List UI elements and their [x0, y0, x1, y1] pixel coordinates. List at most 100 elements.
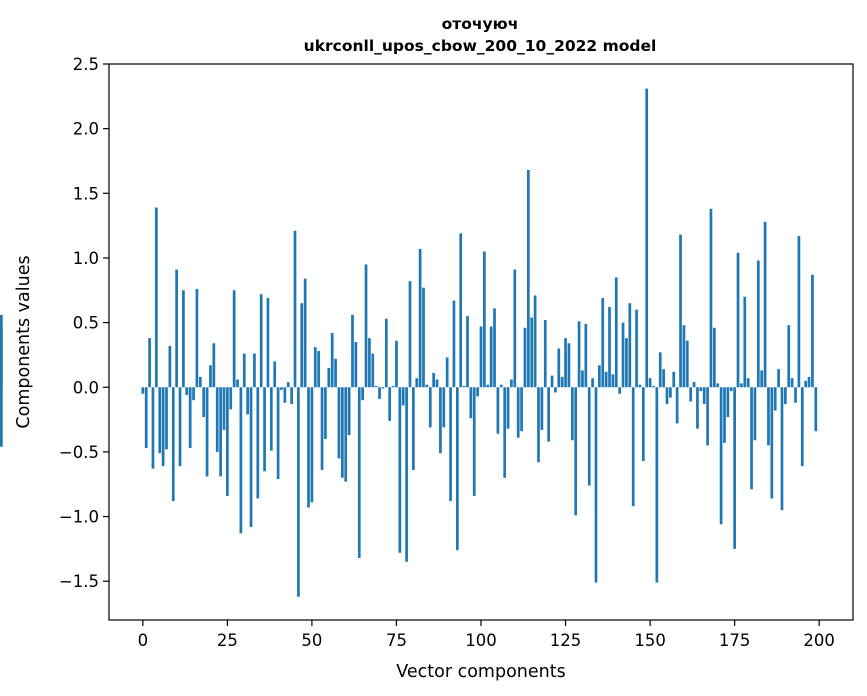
bar-166 — [702, 387, 706, 405]
y-tick-label: −0.5 — [59, 443, 99, 462]
y-axis-label: Components values — [14, 255, 34, 428]
bar-84 — [425, 384, 429, 388]
bar-46 — [297, 387, 300, 597]
bar-62 — [351, 314, 354, 388]
bar-83 — [422, 287, 425, 388]
bar-72 — [384, 318, 388, 388]
bar-193 — [794, 387, 797, 403]
bar-161 — [685, 340, 689, 388]
bar-96 — [466, 316, 469, 388]
y-tick-label: 0.0 — [73, 378, 99, 397]
bar-5 — [158, 387, 162, 454]
bar-198 — [811, 274, 814, 388]
bar-51 — [313, 347, 317, 388]
bar-195 — [800, 387, 804, 467]
bar-58 — [337, 387, 341, 459]
bar-167 — [706, 387, 709, 446]
bar-135 — [598, 365, 601, 388]
bar-undefined — [0, 314, 3, 388]
bar-160 — [682, 325, 686, 388]
bar-120 — [547, 387, 550, 442]
bar-150 — [648, 378, 652, 388]
bar-190 — [784, 387, 787, 405]
bar-73 — [388, 387, 392, 421]
bar-13 — [185, 387, 189, 396]
bar-42 — [283, 387, 287, 403]
bar-156 — [669, 387, 672, 398]
bar-138 — [608, 307, 611, 388]
bar-90 — [445, 357, 449, 388]
x-tick-label: 200 — [803, 631, 835, 650]
bar-116 — [533, 295, 537, 388]
bar-61 — [347, 387, 351, 436]
bar-92 — [452, 300, 456, 388]
bar-57 — [334, 358, 337, 388]
bar-87 — [435, 379, 439, 388]
bar-43 — [286, 382, 290, 388]
bar-126 — [567, 343, 571, 388]
bar-91 — [449, 387, 452, 502]
bar-60 — [344, 387, 348, 482]
x-tick-label: 175 — [719, 631, 751, 650]
y-tick-label: 0.5 — [73, 314, 99, 333]
bar-49 — [307, 387, 310, 508]
x-tick-label: 125 — [550, 631, 582, 650]
bar-9 — [171, 387, 175, 502]
bar-55 — [327, 367, 331, 388]
bar-56 — [330, 332, 334, 388]
bar-147 — [638, 384, 642, 388]
bar-189 — [780, 387, 784, 511]
bar-27 — [232, 290, 236, 388]
bar-37 — [266, 298, 270, 388]
bar-71 — [381, 387, 385, 389]
bar-110 — [513, 269, 517, 388]
bar-122 — [554, 387, 557, 393]
bar-34 — [256, 387, 260, 499]
bar-133 — [591, 378, 594, 388]
bar-77 — [401, 387, 405, 406]
bar-165 — [699, 387, 703, 392]
bar-65 — [361, 387, 364, 401]
bar-192 — [790, 378, 794, 388]
bar-50 — [310, 387, 314, 503]
bar-173 — [726, 387, 730, 417]
x-tick-label: 50 — [301, 631, 322, 650]
chart-title-line1: оточуюч — [442, 15, 519, 33]
bar-108 — [506, 387, 510, 429]
bar-8 — [168, 345, 172, 388]
bar-149 — [645, 88, 649, 388]
bar-153 — [658, 352, 662, 388]
bar-38 — [269, 387, 273, 451]
bar-132 — [587, 387, 591, 486]
bar-94 — [459, 233, 463, 388]
bar-148 — [641, 387, 645, 461]
bar-175 — [733, 387, 736, 549]
y-tick-label: 2.0 — [73, 120, 99, 139]
x-tick-label: 0 — [138, 631, 149, 650]
bar-137 — [604, 371, 608, 388]
bar-81 — [415, 378, 419, 388]
bar-170 — [716, 383, 720, 388]
bar-106 — [499, 384, 503, 388]
bar-105 — [496, 387, 500, 434]
bar-98 — [472, 387, 476, 496]
bar-76 — [398, 387, 402, 553]
bar-157 — [672, 371, 676, 388]
bar-127 — [570, 387, 574, 441]
bar-146 — [635, 309, 638, 388]
y-tick-label: −1.5 — [59, 572, 99, 591]
bar-117 — [537, 387, 540, 463]
bar-59 — [340, 387, 344, 478]
bar-40 — [276, 387, 280, 480]
bar-44 — [290, 387, 293, 405]
bar-21 — [212, 343, 216, 388]
bar-101 — [483, 251, 486, 388]
bar-48 — [303, 278, 307, 388]
bar-162 — [689, 387, 693, 402]
bar-66 — [364, 264, 368, 388]
bar-85 — [428, 387, 432, 428]
bar-125 — [564, 338, 567, 388]
bar-99 — [476, 387, 479, 397]
